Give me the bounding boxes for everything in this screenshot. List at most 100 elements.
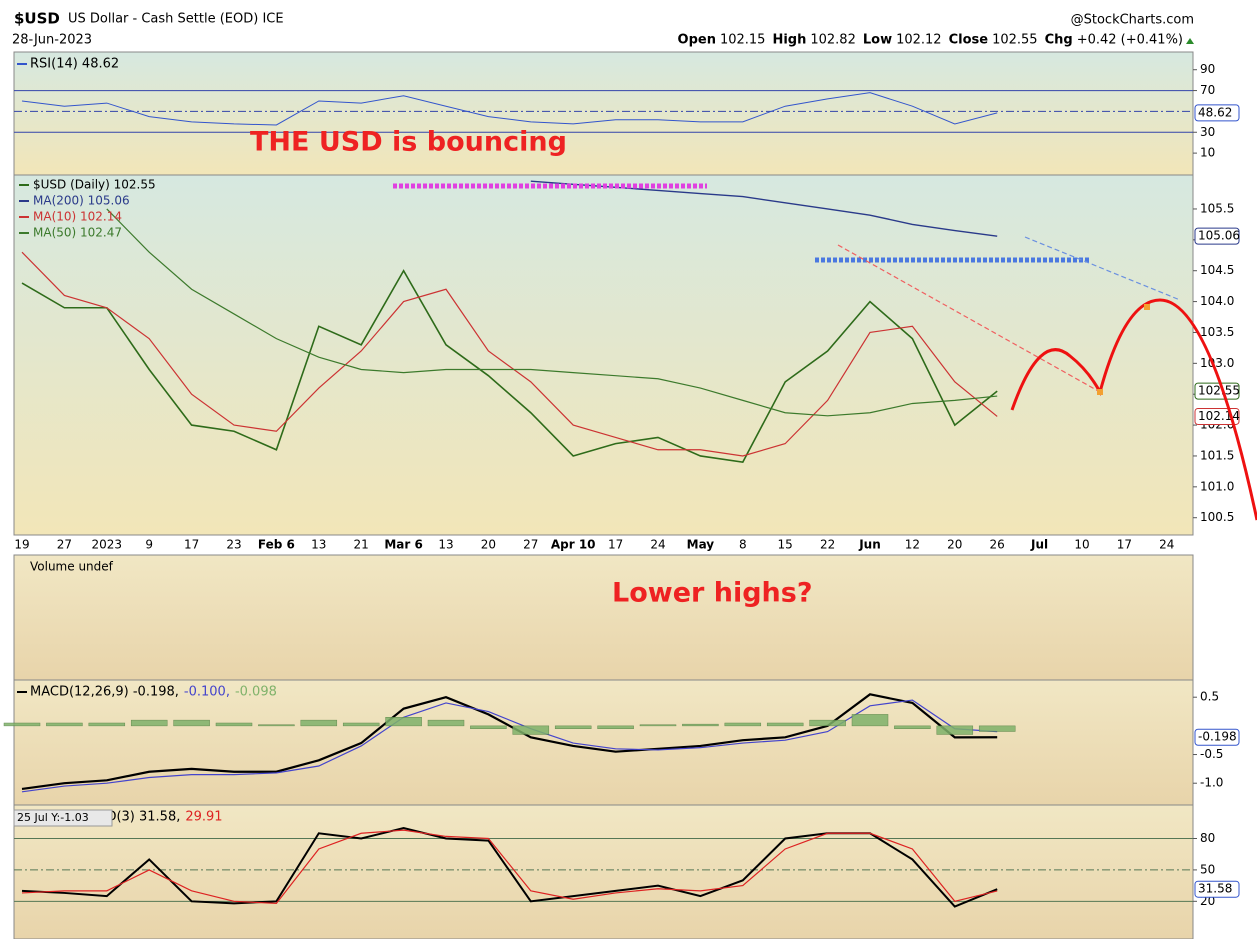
histogram-bar (342, 722, 380, 727)
histogram-bar (88, 722, 126, 727)
quote-value: 102.82 (810, 33, 856, 48)
source: @StockCharts.com (1071, 13, 1194, 28)
x-tick-label: 17 (184, 538, 199, 552)
legend-label: $USD (Daily) 102.55 (33, 178, 156, 192)
x-tick-label: 22 (820, 538, 835, 552)
legend-label: MACD(12,26,9) -0.198, (30, 685, 179, 700)
histogram-bar (385, 717, 422, 727)
projection-curve (1010, 298, 1257, 521)
x-tick-label: 24 (1159, 538, 1174, 552)
histogram-bar (512, 725, 550, 735)
quote-label: High (772, 33, 806, 48)
histogram-bar (300, 719, 338, 727)
y-tick-label: 90 (1200, 62, 1215, 76)
last-value-label: 102.55 (1198, 384, 1240, 398)
panel (13, 804, 1194, 939)
series-line (21, 92, 998, 126)
x-tick-label: Feb 6 (258, 538, 295, 552)
x-tick-label: Jul (1030, 538, 1048, 552)
y-tick-label: 101.0 (1200, 479, 1234, 493)
quote-label: Close (949, 33, 989, 48)
last-value-tag (1194, 104, 1240, 122)
x-tick-label: May (687, 538, 715, 552)
series-line (21, 699, 998, 793)
x-tick-label: 13 (311, 538, 326, 552)
legend-label: 29.91 (185, 810, 222, 825)
quote-label: Open (678, 33, 716, 48)
cursor-box (13, 809, 113, 827)
x-tick-label: 23 (226, 538, 241, 552)
legend-label: MA(10) 102.14 (33, 210, 122, 224)
histogram-bar (46, 722, 83, 727)
panel (13, 174, 1194, 536)
y-tick-label: 104.0 (1200, 294, 1234, 308)
x-tick-label: 17 (608, 538, 623, 552)
panel (13, 554, 1194, 681)
y-tick-label: 103.0 (1200, 356, 1234, 370)
quote-value: 102.55 (992, 33, 1038, 48)
x-tick-label: 10 (1074, 538, 1089, 552)
y-tick-label: 103.5 (1200, 325, 1234, 339)
legend-label: -0.100, (184, 685, 230, 700)
x-tick-label: 13 (438, 538, 453, 552)
ma-projection (1024, 236, 1181, 301)
legend-label: -0.098 (235, 685, 277, 700)
histogram-bar (724, 722, 762, 727)
x-tick-label: 26 (990, 538, 1005, 552)
x-tick-label: 27 (523, 538, 538, 552)
y-tick-label: 80 (1200, 831, 1215, 845)
y-tick-label: 104.5 (1200, 263, 1234, 277)
x-tick-label: Mar 6 (384, 538, 422, 552)
x-tick-label: 20 (947, 538, 962, 552)
y-tick-label: 100.5 (1200, 510, 1234, 524)
last-value-tag (1194, 728, 1240, 746)
y-tick-label: 0.5 (1200, 690, 1219, 704)
x-tick-label: 2023 (92, 538, 123, 552)
y-tick-label: 70 (1200, 83, 1215, 97)
change-arrow (1186, 38, 1194, 44)
date: 28-Jun-2023 (12, 33, 92, 48)
x-tick-label: 15 (778, 538, 793, 552)
panel (13, 51, 1194, 176)
quote-value: 102.12 (896, 33, 942, 48)
histogram-bar (682, 723, 719, 727)
x-tick-label: 19 (14, 538, 29, 552)
x-tick-label: 27 (57, 538, 72, 552)
x-tick-label: 21 (354, 538, 369, 552)
panel-title: Volume undef (30, 560, 114, 574)
histogram-bar (130, 719, 168, 727)
series-line (530, 180, 998, 237)
y-tick-label: -1.0 (1200, 776, 1223, 790)
annotations-layer: THE USD is bouncing Lower highs? 25 Jul … (13, 127, 1257, 827)
y-tick-label: 101.5 (1200, 448, 1234, 462)
histogram-bar (978, 725, 1016, 732)
y-tick-label: 50 (1200, 862, 1215, 876)
x-tick-label: Jun (858, 538, 881, 552)
quote-value: +0.42 (+0.41%) (1077, 33, 1183, 48)
legend-label: RSI(14) 48.62 (30, 57, 119, 72)
symbol: $USD (14, 10, 60, 28)
x-tick-label: 17 (1117, 538, 1132, 552)
histogram-bar (597, 725, 634, 729)
x-tick-label: 12 (905, 538, 920, 552)
series-line (21, 269, 998, 464)
projection-point (1144, 304, 1150, 310)
last-value-tag (1194, 880, 1240, 898)
y-tick-label: 30 (1200, 125, 1215, 139)
histogram-bar (258, 724, 295, 727)
histogram-bar (173, 719, 210, 727)
last-value-tag (1194, 407, 1240, 425)
series-line (106, 208, 998, 417)
instrument-name: US Dollar - Cash Settle (EOD) ICE (68, 12, 284, 27)
panel (13, 679, 1194, 806)
last-value-label: -0.198 (1198, 730, 1237, 744)
last-value-tag (1194, 227, 1240, 245)
histogram-bar (427, 719, 465, 727)
x-tick-label: 9 (145, 538, 153, 552)
x-tick-label: 24 (650, 538, 665, 552)
last-value-label: 105.06 (1198, 229, 1240, 243)
y-tick-label: -0.5 (1200, 747, 1223, 761)
projection-point (1097, 389, 1103, 395)
legend-label: MA(50) 102.47 (33, 226, 122, 240)
